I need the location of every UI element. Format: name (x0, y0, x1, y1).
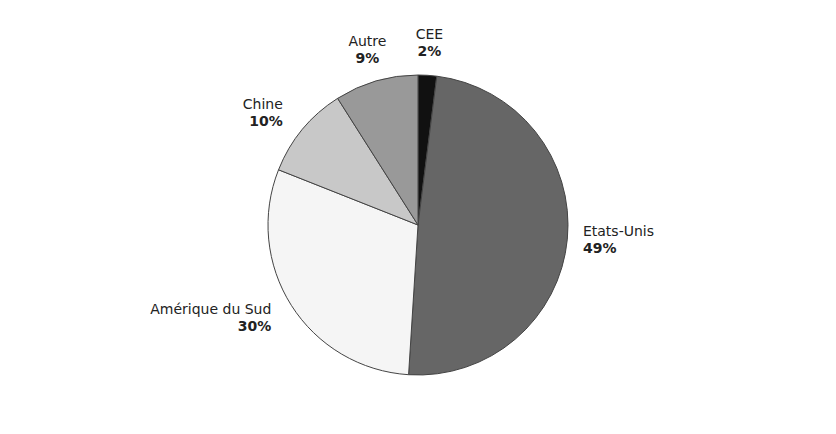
data-label: 10% (249, 113, 283, 129)
pie-slice (338, 75, 418, 225)
pie-slice (409, 76, 568, 375)
slice-label: Amérique du Sud (150, 301, 271, 317)
data-label: 2% (418, 43, 442, 59)
slice-label: Etats-Unis (583, 223, 654, 239)
slice-label: Autre (348, 33, 386, 49)
slice-label: CEE (416, 26, 443, 42)
data-label: 30% (238, 318, 272, 334)
data-label: 9% (356, 50, 380, 66)
slice-label: Chine (243, 96, 283, 112)
data-label: 49% (583, 240, 617, 256)
labels: CEE2% Etats-Unis49% Amérique du Sud30% Chin… (150, 26, 654, 334)
slices (268, 75, 568, 375)
chart: CEE2% Etats-Unis49% Amérique du Sud30% Chin… (0, 0, 836, 434)
